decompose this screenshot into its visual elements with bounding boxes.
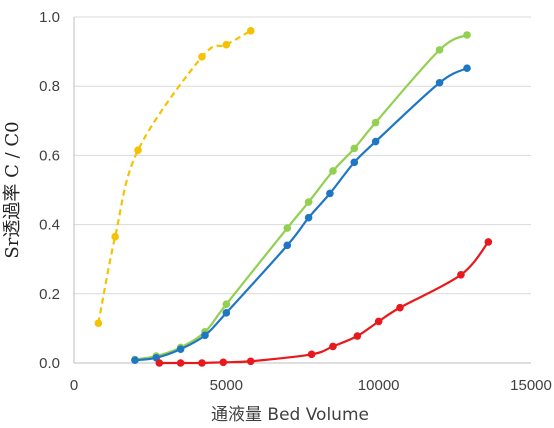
series-line-4 xyxy=(159,241,490,365)
y-tick-label: 1.0 xyxy=(39,9,60,26)
x-tick-label: 10000 xyxy=(358,377,400,394)
series-2-point xyxy=(350,144,359,153)
series-4-point xyxy=(246,357,255,366)
series-3-point xyxy=(371,137,380,146)
gridlines xyxy=(74,16,531,295)
series-2-point xyxy=(283,224,292,232)
x-tick-label: 0 xyxy=(70,377,78,394)
series-4-point xyxy=(374,317,383,326)
series-1-point xyxy=(246,27,255,35)
series-3-point xyxy=(222,309,231,317)
series-1-point xyxy=(134,146,142,155)
series-line-2 xyxy=(134,33,468,361)
series-4-point xyxy=(457,270,465,279)
series-4-point xyxy=(176,359,185,367)
y-tick-label: 0.4 xyxy=(39,217,60,234)
series-2-point xyxy=(304,198,313,206)
series-3-point xyxy=(176,345,185,353)
tick-labels: 0.0 0.2 0.4 0.6 0.8 1.0 0 5000 10000 15000 xyxy=(39,9,552,394)
series-group xyxy=(94,27,493,367)
series-3-point xyxy=(350,158,359,167)
series-3-point xyxy=(131,356,139,365)
series-4-point xyxy=(219,358,228,367)
series-3-point xyxy=(326,189,334,198)
series-3-point xyxy=(304,213,313,222)
series-4-point xyxy=(155,359,164,367)
series-line-1 xyxy=(97,29,252,324)
series-line-3 xyxy=(134,67,468,362)
y-tick-label: 0.0 xyxy=(39,355,60,372)
series-2-point xyxy=(435,46,444,54)
series-3-point xyxy=(283,241,292,250)
series-3-point xyxy=(435,78,444,87)
axes xyxy=(73,17,531,364)
series-2-point xyxy=(329,167,337,175)
y-tick-label: 0.8 xyxy=(39,78,60,95)
series-4-point xyxy=(329,342,337,351)
series-2-point xyxy=(222,300,231,308)
y-tick-label: 0.2 xyxy=(39,286,60,303)
series-4-point xyxy=(396,303,404,312)
series-4-point xyxy=(353,332,362,340)
series-3-point xyxy=(463,64,471,73)
series-1-point xyxy=(222,40,231,49)
series-4-point xyxy=(484,238,493,246)
series-1-point xyxy=(111,232,119,241)
series-1-point xyxy=(94,319,103,328)
series-4-point xyxy=(307,350,316,359)
series-2-point xyxy=(371,118,380,127)
series-1-point xyxy=(198,52,206,61)
series-2-point xyxy=(463,31,471,39)
x-tick-label: 15000 xyxy=(510,377,552,394)
x-axis-title: 通液量 Bed Volume xyxy=(211,405,369,425)
y-axis-title: Sr透過率 C / C0 xyxy=(2,121,23,258)
series-3-point xyxy=(201,331,209,340)
series-4-point xyxy=(198,359,206,367)
y-tick-label: 0.6 xyxy=(39,147,60,164)
x-tick-label: 5000 xyxy=(210,377,243,394)
